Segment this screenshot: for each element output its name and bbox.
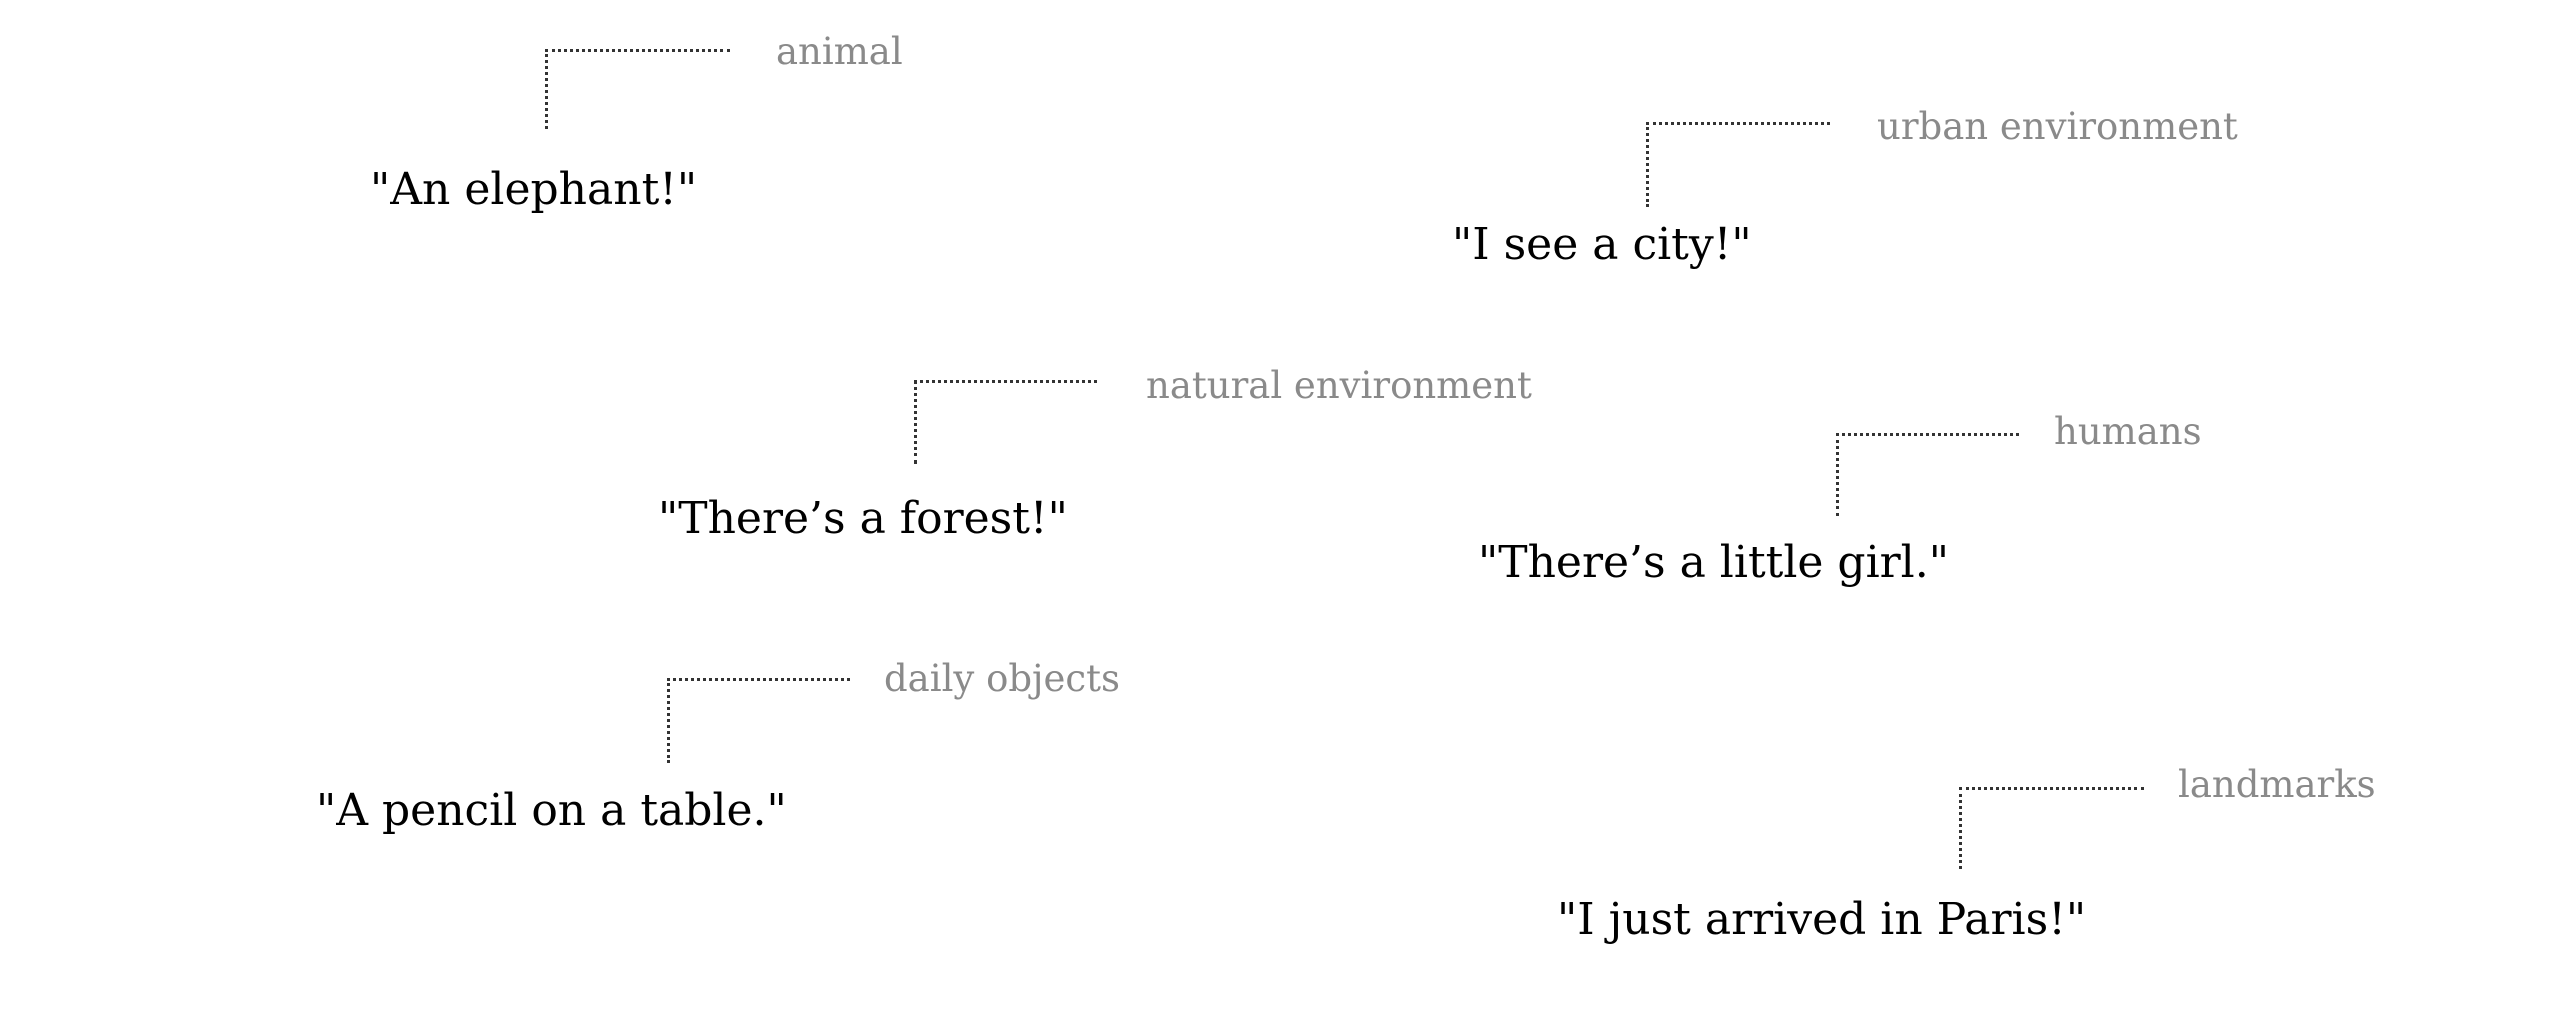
category-label-humans: humans	[2054, 410, 2202, 453]
leader-line-animal	[545, 49, 730, 129]
quote-paris: "I just arrived in Paris!"	[1557, 894, 2087, 945]
quote-city: "I see a city!"	[1452, 219, 1752, 270]
leader-line-humans	[1836, 433, 2019, 516]
leader-line-natural-environment	[914, 380, 1097, 464]
quote-pencil: "A pencil on a table."	[316, 785, 787, 836]
category-label-daily-objects: daily objects	[884, 657, 1120, 700]
quote-little-girl: "There’s a little girl."	[1478, 537, 1949, 588]
quote-forest: "There’s a forest!"	[658, 493, 1068, 544]
leader-line-urban-environment	[1646, 122, 1830, 207]
quote-elephant: "An elephant!"	[370, 164, 698, 215]
category-label-animal: animal	[776, 30, 903, 73]
category-label-urban-environment: urban environment	[1877, 105, 2238, 148]
category-label-landmarks: landmarks	[2178, 763, 2376, 806]
category-label-natural-environment: natural environment	[1146, 364, 1532, 407]
leader-line-landmarks	[1959, 787, 2144, 869]
leader-line-daily-objects	[667, 678, 850, 763]
